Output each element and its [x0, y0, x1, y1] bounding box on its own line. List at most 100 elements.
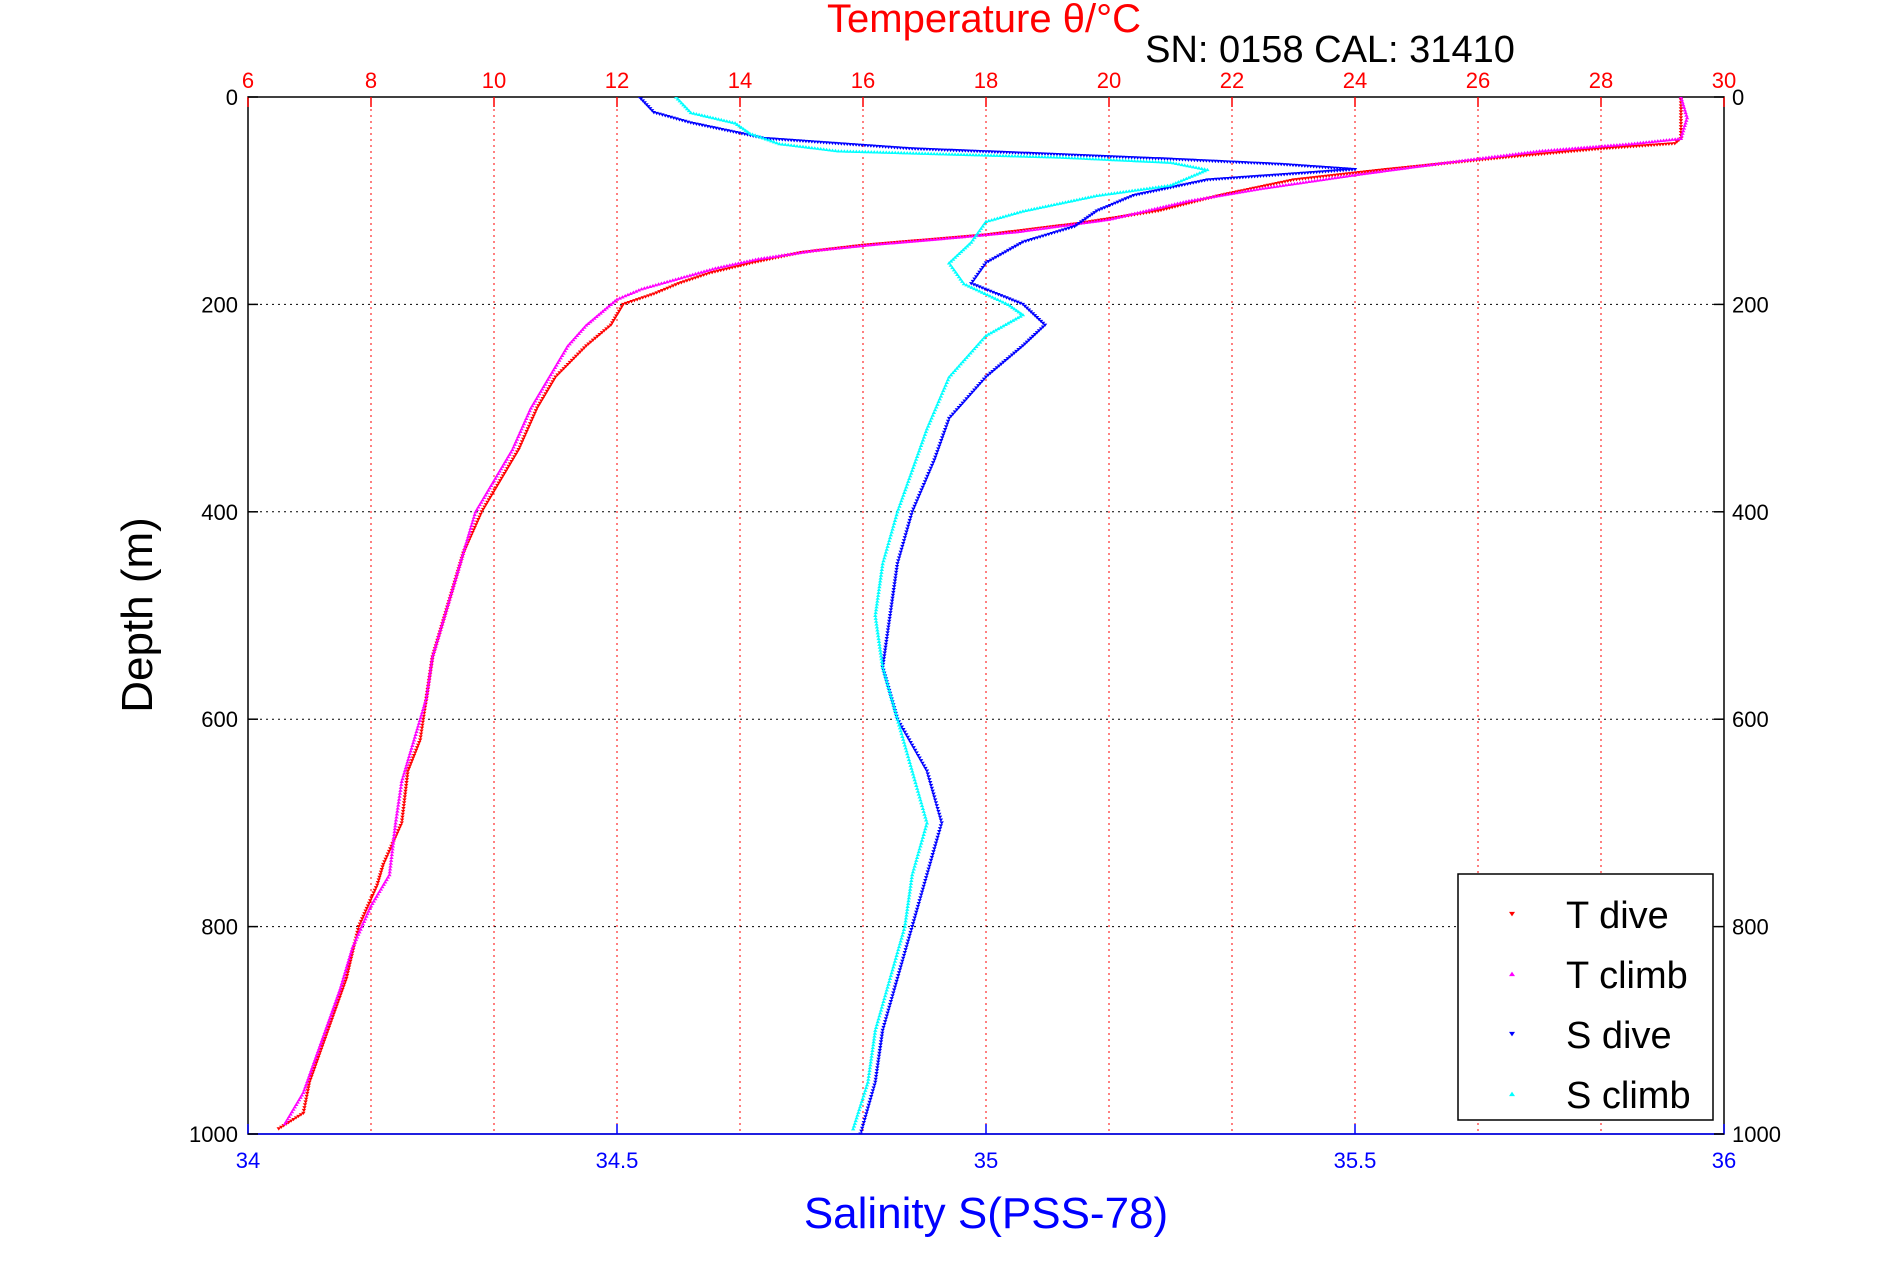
- data-point: [419, 726, 425, 730]
- data-point: [1281, 163, 1287, 167]
- data-point: [311, 1060, 317, 1065]
- data-point: [1123, 213, 1129, 217]
- data-point: [1066, 153, 1072, 157]
- data-point: [1110, 202, 1115, 207]
- data-point: [1158, 205, 1163, 209]
- data-point: [1292, 181, 1297, 186]
- depth-tick-label-left: 600: [201, 707, 238, 732]
- data-point: [873, 1080, 878, 1084]
- data-point: [510, 457, 516, 461]
- data-point: [922, 829, 927, 834]
- data-point: [465, 534, 471, 539]
- data-point: [910, 872, 915, 877]
- data-point: [1049, 231, 1054, 236]
- data-point: [539, 399, 544, 403]
- data-point: [1343, 168, 1349, 172]
- data-point: [877, 645, 883, 649]
- data-point: [1306, 176, 1311, 181]
- data-point: [1620, 142, 1626, 146]
- data-point: [897, 553, 903, 557]
- data-point: [435, 638, 440, 642]
- data-point: [426, 681, 431, 686]
- data-point: [623, 301, 629, 306]
- data-point: [1182, 163, 1187, 167]
- data-point: [1076, 221, 1082, 226]
- data-point: [1352, 168, 1358, 172]
- data-point: [695, 275, 701, 279]
- data-point: [388, 864, 393, 868]
- data-point: [915, 789, 921, 793]
- data-point: [673, 97, 679, 99]
- data-point: [387, 870, 392, 874]
- data-point: [925, 238, 931, 242]
- data-point: [1092, 211, 1097, 215]
- data-point: [1036, 154, 1042, 159]
- data-point: [526, 424, 532, 429]
- data-point: [907, 887, 913, 891]
- data-point: [368, 899, 373, 903]
- data-point: [317, 1044, 323, 1048]
- data-point: [398, 823, 403, 828]
- data-point: [923, 826, 928, 831]
- data-point: [1427, 162, 1433, 167]
- data-point: [1436, 161, 1441, 166]
- data-point: [648, 107, 653, 111]
- data-point: [1102, 154, 1107, 159]
- data-point: [889, 605, 894, 609]
- data-point: [1032, 206, 1037, 211]
- data-point: [381, 882, 386, 886]
- data-point: [1109, 191, 1114, 195]
- data-point: [921, 832, 926, 836]
- data-point: [969, 285, 974, 289]
- data-point: [1054, 202, 1060, 206]
- data-point: [905, 904, 910, 908]
- data-point: [1509, 155, 1514, 159]
- data-point: [955, 272, 960, 276]
- data-point: [403, 765, 409, 770]
- data-point: [909, 927, 914, 932]
- data-point: [348, 956, 354, 961]
- data-point: [983, 261, 989, 265]
- data-point: [917, 847, 922, 851]
- data-point: [892, 579, 898, 583]
- data-point: [932, 795, 937, 799]
- legend-marker: [1509, 1091, 1515, 1097]
- data-point: [318, 1047, 324, 1052]
- data-point: [883, 642, 889, 647]
- data-point: [645, 285, 650, 289]
- data-point: [866, 1071, 872, 1076]
- data-point: [1255, 174, 1260, 179]
- data-point: [683, 104, 688, 109]
- data-point: [721, 118, 727, 122]
- data-point: [1329, 174, 1335, 178]
- data-point: [858, 243, 863, 248]
- data-point: [479, 500, 484, 504]
- data-point: [960, 279, 965, 283]
- data-point: [1649, 139, 1655, 144]
- data-point: [1465, 157, 1471, 162]
- data-point: [750, 132, 755, 136]
- data-point: [1006, 213, 1011, 217]
- data-point: [919, 238, 925, 242]
- data-point: [867, 243, 872, 247]
- data-point: [366, 901, 372, 906]
- data-point: [1010, 246, 1016, 250]
- data-point: [1042, 323, 1048, 327]
- data-point: [701, 269, 707, 273]
- data-point: [493, 476, 498, 480]
- data-point: [921, 884, 926, 889]
- data-point: [907, 738, 912, 742]
- data-point: [1048, 152, 1054, 157]
- data-point: [1219, 160, 1224, 164]
- data-point: [893, 982, 898, 986]
- data-point: [877, 1051, 882, 1056]
- data-point: [885, 631, 890, 635]
- data-point: [1034, 331, 1040, 335]
- data-point: [860, 149, 865, 154]
- data-point: [1654, 143, 1660, 147]
- data-point: [596, 313, 601, 317]
- data-point: [902, 924, 908, 929]
- data-point: [1006, 153, 1012, 158]
- data-point: [615, 312, 620, 316]
- data-point: [1252, 175, 1257, 179]
